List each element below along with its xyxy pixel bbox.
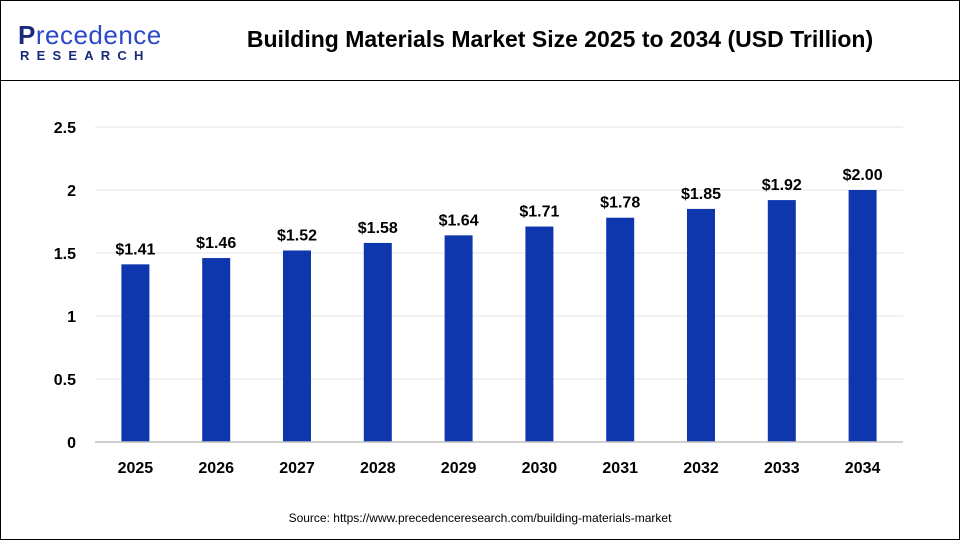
data-label: $1.41: [115, 241, 155, 258]
x-tick-label: 2030: [522, 460, 558, 477]
chart-title: Building Materials Market Size 2025 to 2…: [246, 26, 874, 52]
x-tick-label: 2025: [118, 460, 154, 477]
bar-2026: [202, 258, 231, 442]
bar-2025: [121, 264, 150, 442]
data-label: $1.52: [277, 227, 317, 244]
data-label: $1.58: [358, 220, 398, 237]
y-tick-label: 0: [67, 435, 76, 452]
y-tick-label: 0.5: [54, 372, 76, 389]
bar-2027: [283, 250, 311, 442]
x-tick-label: 2029: [441, 460, 477, 477]
data-label: $1.71: [519, 204, 559, 221]
x-tick-label: 2027: [279, 460, 315, 477]
bar-2029: [444, 235, 473, 442]
header-divider: [0, 80, 960, 81]
logo-initial: P: [18, 20, 36, 50]
data-label: $1.46: [196, 235, 236, 252]
data-label: $1.85: [681, 186, 721, 203]
x-tick-label: 2033: [764, 460, 800, 477]
y-tick-label: 1: [67, 309, 76, 326]
x-tick-label: 2026: [198, 460, 234, 477]
x-tick-label: 2032: [683, 460, 719, 477]
bar-2033: [767, 200, 796, 442]
precedence-research-logo: Precedence RESEARCH: [18, 20, 168, 65]
bar-2034: [848, 190, 877, 442]
y-tick-label: 2.5: [54, 120, 76, 137]
x-tick-label: 2028: [360, 460, 396, 477]
bar-2030: [525, 226, 554, 442]
y-tick-label: 2: [67, 183, 76, 200]
x-tick-label: 2031: [602, 460, 638, 477]
bar-2028: [363, 242, 392, 442]
logo-word: recedence: [35, 20, 162, 50]
x-tick-label: 2034: [845, 460, 881, 477]
data-label: $1.92: [762, 177, 802, 194]
logo-subword: RESEARCH: [20, 48, 151, 63]
bar-2031: [606, 217, 635, 442]
bar-2032: [687, 208, 715, 442]
source-note: Source: https://www.precedenceresearch.c…: [288, 511, 672, 525]
data-label: $1.64: [439, 212, 479, 229]
data-label: $2.00: [843, 167, 883, 184]
data-label: $1.78: [600, 195, 640, 212]
y-tick-label: 1.5: [54, 246, 76, 263]
